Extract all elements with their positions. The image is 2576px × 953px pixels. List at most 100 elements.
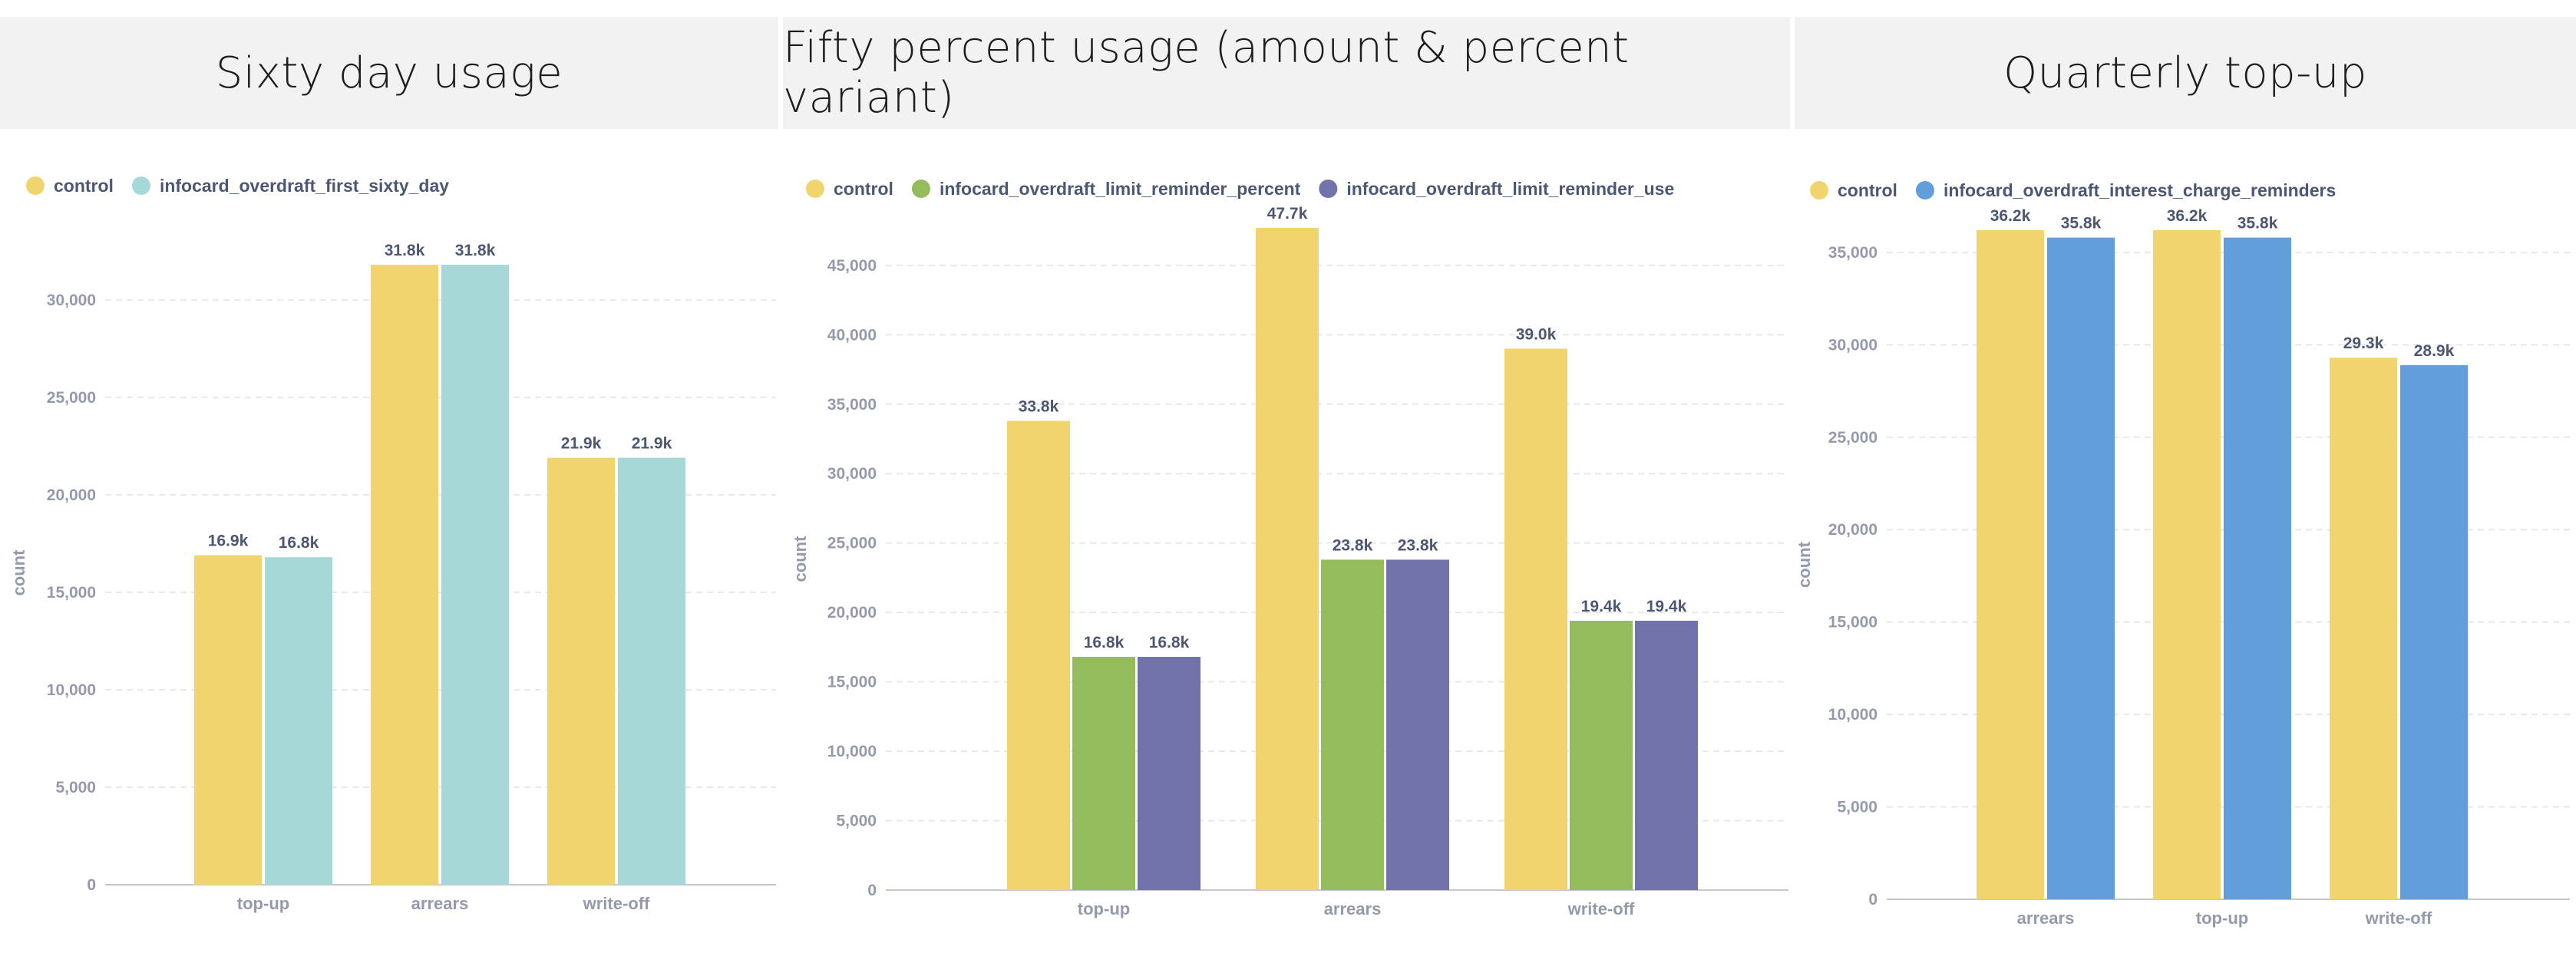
y-tick-label: 25,000 [827, 535, 877, 552]
x-tick-label: top-up [1078, 899, 1130, 918]
y-tick-label: 30,000 [1828, 336, 1878, 354]
y-tick-label: 15,000 [827, 674, 877, 691]
y-tick-label: 20,000 [47, 486, 96, 504]
chart-fifty-percent-usage: 0 5,000 10,000 15,000 20,000 25,000 30,000 35,0… [791, 179, 1788, 918]
bar [2224, 237, 2291, 899]
y-axis-label: count [9, 549, 28, 596]
bar [1256, 228, 1319, 890]
legend-label: control [54, 176, 114, 196]
bar-value-label: 31.8k [455, 242, 496, 259]
y-tick-label: 35,000 [827, 396, 877, 414]
bar [547, 457, 615, 885]
y-tick-label: 15,000 [1828, 614, 1878, 631]
legend-label: control [834, 179, 893, 199]
bar-value-label: 36.2k [1990, 207, 2031, 225]
y-tick-label: 10,000 [827, 743, 877, 760]
bar [2400, 364, 2468, 899]
legend-swatch [806, 180, 824, 198]
legend-swatch [1915, 181, 1934, 200]
legend-swatch [26, 176, 45, 195]
panel-header-quarterly: Quarterly top-up [1795, 17, 2576, 129]
bar [194, 555, 262, 885]
bar-value-label: 29.3k [2343, 335, 2384, 352]
bar [2153, 230, 2221, 899]
bar [1570, 621, 1633, 890]
y-tick-label: 30,000 [47, 292, 96, 309]
y-tick-label: 40,000 [827, 326, 877, 344]
y-tick-label: 5,000 [55, 779, 96, 796]
legend-label: control [1838, 180, 1897, 200]
y-tick-label: 30,000 [827, 465, 877, 483]
bar [1977, 230, 2044, 899]
y-tick-label: 5,000 [836, 813, 877, 830]
bar-value-label: 23.8k [1333, 536, 1373, 554]
y-tick-label: 10,000 [1828, 706, 1878, 724]
bar [1635, 621, 1698, 890]
chart-title: Sixty day usage [215, 48, 563, 98]
bar [1138, 657, 1200, 890]
bar-value-label: 16.9k [208, 533, 249, 550]
legend-label: infocard_overdraft_first_sixty_day [160, 176, 449, 196]
bar [1321, 559, 1384, 890]
x-tick-label: top-up [237, 894, 289, 913]
bar-value-label: 16.8k [1149, 634, 1190, 651]
legend-swatch [131, 176, 150, 195]
panel-header-fifty-percent: Fifty percent usage (amount & percent va… [783, 17, 1790, 129]
bar [2330, 358, 2397, 899]
bar [441, 265, 509, 885]
bar-value-label: 21.9k [561, 435, 602, 453]
bar-value-label: 35.8k [2061, 215, 2102, 232]
x-tick-label: arrears [1324, 899, 1382, 918]
legend-label: infocard_overdraft_limit_reminder_percen… [940, 179, 1301, 199]
y-tick-label: 25,000 [47, 389, 96, 407]
bar-value-label: 31.8k [385, 242, 425, 259]
y-axis-label: count [1795, 541, 1814, 588]
legend-label: infocard_overdraft_limit_reminder_use [1346, 179, 1674, 199]
bar [618, 457, 685, 885]
y-tick-label: 15,000 [47, 584, 96, 602]
x-tick-label: write-off [583, 894, 650, 913]
legend-label: infocard_overdraft_interest_charge_remin… [1944, 180, 2336, 200]
legend-swatch [1810, 181, 1828, 200]
bar [1072, 657, 1135, 890]
y-tick-label: 45,000 [827, 257, 877, 275]
bar [1386, 559, 1449, 890]
x-tick-label: arrears [2017, 908, 2075, 928]
bar-value-label: 19.4k [1581, 598, 1622, 615]
bar-value-label: 16.8k [279, 534, 319, 552]
bar [2047, 237, 2115, 899]
y-tick-label: 25,000 [1828, 429, 1878, 447]
bar [371, 265, 438, 885]
y-tick-label: 10,000 [47, 681, 96, 699]
chart-sixty-day-usage: 0 5,000 10,000 15,000 20,000 25,000 30,000 coun… [9, 176, 776, 913]
bar-value-label: 35.8k [2237, 215, 2278, 232]
y-tick-label: 0 [1868, 891, 1878, 908]
chart-title: Fifty percent usage (amount & percent va… [783, 23, 1630, 123]
bar-value-label: 28.9k [2414, 342, 2455, 360]
y-tick-label: 0 [87, 876, 96, 894]
bar-value-label: 47.7k [1267, 205, 1308, 223]
y-tick-label: 35,000 [1828, 244, 1878, 262]
bar-value-label: 33.8k [1019, 397, 1059, 415]
x-tick-label: arrears [411, 894, 469, 913]
y-tick-label: 20,000 [827, 604, 877, 622]
chart-quarterly-top-up: 0 5,000 10,000 15,000 20,000 25,000 30,000 35,0… [1795, 180, 2570, 928]
x-tick-label: write-off [2365, 908, 2432, 928]
bar [1007, 420, 1070, 890]
bar [265, 557, 332, 885]
chart-title: Quarterly top-up [2003, 48, 2367, 98]
legend-swatch [911, 180, 930, 198]
y-tick-label: 20,000 [1828, 521, 1878, 539]
legend-swatch [1319, 180, 1338, 198]
panel-header-sixty-day: Sixty day usage [0, 17, 778, 129]
bar-value-label: 39.0k [1516, 325, 1557, 343]
bar [1504, 348, 1567, 890]
x-tick-label: write-off [1567, 899, 1635, 918]
y-tick-label: 5,000 [1837, 799, 1878, 816]
bar-value-label: 21.9k [632, 435, 672, 453]
y-axis-label: count [791, 536, 810, 582]
bar-value-label: 19.4k [1646, 598, 1687, 615]
bar-value-label: 23.8k [1398, 536, 1438, 554]
x-tick-label: top-up [2196, 908, 2248, 928]
bar-value-label: 16.8k [1084, 634, 1125, 651]
